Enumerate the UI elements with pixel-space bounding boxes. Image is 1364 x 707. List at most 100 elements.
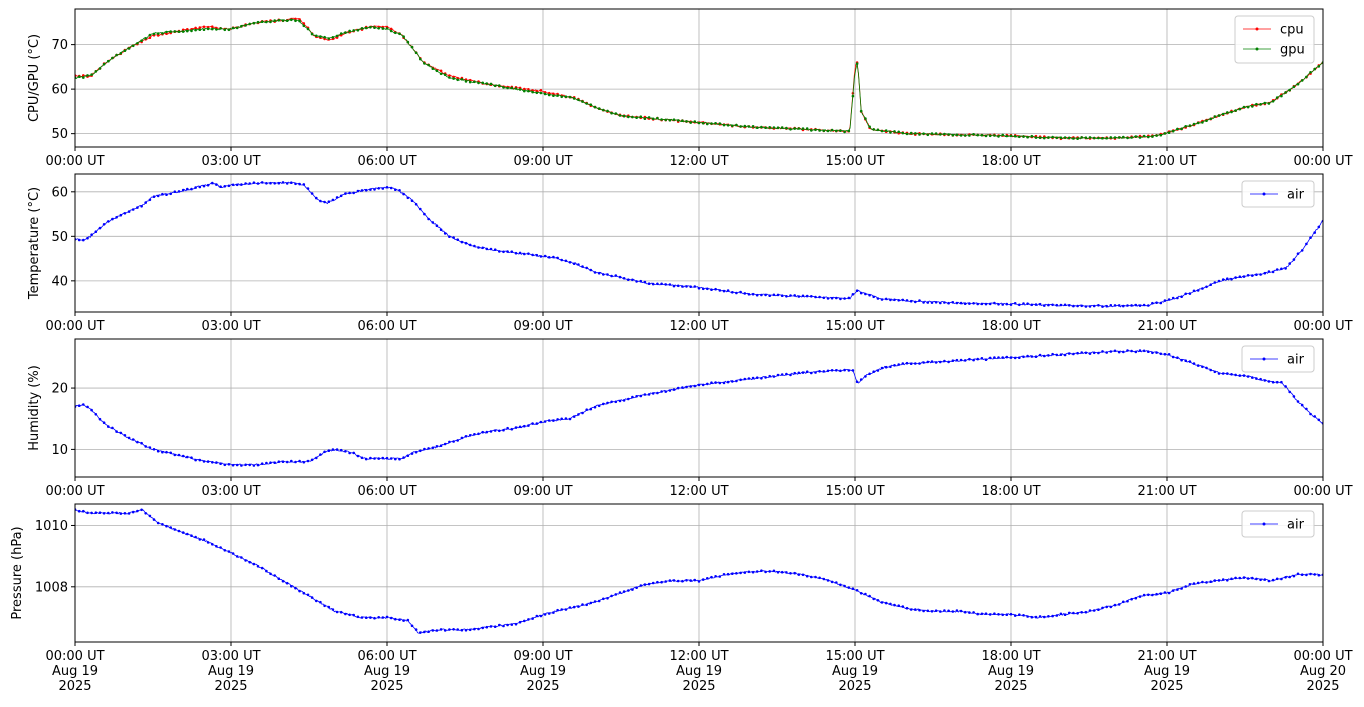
data-point: [1122, 600, 1125, 604]
data-point: [726, 572, 730, 576]
data-point: [1309, 71, 1312, 74]
data-point: [369, 456, 372, 460]
data-point: [290, 585, 293, 588]
data-point: [1300, 249, 1304, 252]
data-point: [1097, 608, 1100, 611]
data-point: [377, 27, 381, 30]
data-point: [94, 70, 98, 73]
data-point: [930, 132, 934, 135]
data-point: [148, 36, 152, 39]
data-point: [219, 185, 222, 188]
data-point: [1038, 302, 1042, 306]
data-point: [1263, 101, 1267, 105]
data-point: [468, 628, 472, 632]
data-point: [1043, 354, 1046, 358]
data-point: [402, 456, 405, 459]
data-point: [227, 28, 231, 32]
x-tick-label: 15:00 UT: [825, 319, 884, 334]
data-point: [161, 192, 164, 196]
data-point: [847, 369, 851, 372]
data-point: [664, 283, 667, 286]
y-tick-label: 50: [51, 230, 68, 245]
data-point: [152, 195, 156, 198]
data-point: [980, 357, 984, 360]
data-point: [198, 185, 202, 189]
data-point: [273, 461, 277, 465]
data-point: [1072, 611, 1075, 615]
data-point: [493, 429, 497, 432]
series-markers-air: [75, 508, 1323, 634]
data-point: [127, 512, 131, 515]
data-point: [685, 120, 688, 123]
data-point: [339, 448, 343, 452]
data-point: [672, 284, 676, 288]
data-point: [1263, 271, 1267, 275]
data-point: [1151, 301, 1154, 305]
data-point: [639, 279, 643, 283]
data-point: [926, 133, 930, 137]
data-point: [211, 543, 214, 546]
y-axis: 1008 1010: [35, 519, 75, 595]
data-point: [884, 297, 888, 301]
data-point: [764, 293, 767, 297]
data-point: [431, 446, 435, 450]
data-point: [993, 612, 996, 615]
data-point: [506, 426, 509, 430]
data-point: [231, 463, 235, 467]
data-point: [914, 608, 917, 611]
data-point: [1267, 579, 1271, 583]
data-point: [943, 132, 946, 136]
data-point: [660, 580, 663, 584]
data-point: [639, 394, 643, 398]
data-point: [959, 358, 963, 362]
data-point: [86, 511, 89, 515]
data-point: [460, 628, 464, 632]
data-point: [1176, 588, 1179, 591]
data-point: [718, 575, 722, 578]
data-point: [589, 268, 593, 272]
data-point: [718, 122, 722, 125]
data-point: [1013, 302, 1017, 305]
data-point: [722, 573, 726, 576]
data-point: [651, 282, 655, 286]
data-point: [1117, 136, 1121, 139]
data-point: [668, 389, 672, 392]
data-point: [689, 579, 692, 582]
data-point: [760, 293, 763, 297]
data-point: [951, 133, 955, 137]
data-point: [810, 371, 813, 375]
data-point: [1134, 135, 1138, 138]
data-point: [1251, 274, 1254, 277]
x-tick-label-line: 2025: [1306, 679, 1339, 694]
x-tick-label: 03:00 UT: [201, 319, 260, 334]
data-point: [1134, 350, 1138, 354]
data-point: [1043, 136, 1046, 140]
data-point: [190, 456, 193, 460]
x-tick-label: 00:00 UT: [45, 319, 104, 334]
data-point: [510, 623, 514, 626]
data-point: [1159, 301, 1163, 305]
data-point: [498, 623, 501, 627]
data-point: [348, 613, 351, 617]
data-point: [635, 280, 638, 283]
x-tick-label: 12:00 UT: [669, 484, 728, 499]
data-point: [776, 571, 780, 574]
data-point: [772, 126, 776, 129]
data-point: [1163, 299, 1167, 302]
data-point: [656, 580, 659, 584]
data-point: [531, 253, 534, 257]
data-point: [718, 381, 722, 385]
data-point: [1080, 351, 1083, 354]
data-point: [231, 183, 235, 187]
data-point: [369, 26, 372, 29]
data-point: [726, 380, 730, 384]
data-point: [1155, 351, 1158, 354]
data-point: [897, 130, 900, 134]
data-point: [1018, 303, 1021, 307]
legend: cpu gpu: [1234, 15, 1315, 64]
data-point: [972, 133, 975, 136]
data-point: [743, 571, 747, 574]
data-point: [419, 631, 422, 634]
x-tick-label-line: 2025: [682, 679, 715, 694]
